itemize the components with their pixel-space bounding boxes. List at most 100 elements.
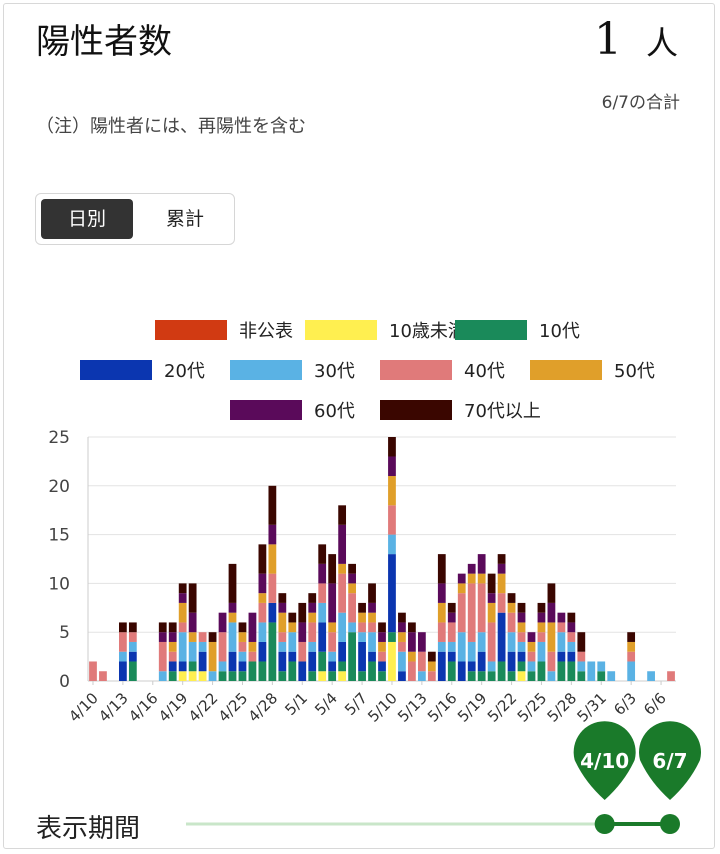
x-tick-label: 4/19 (155, 689, 192, 726)
bar-segment (268, 573, 277, 603)
bar-segment (477, 573, 486, 584)
bar-segment (647, 671, 655, 681)
bar-segment (338, 524, 347, 564)
bar-segment (328, 554, 337, 584)
bar-segment (527, 641, 536, 652)
bar-segment (517, 632, 526, 642)
bar-segment (447, 641, 456, 652)
bar-segment (258, 602, 267, 623)
x-tick-label: 4/10 (65, 689, 102, 726)
bar-segment (188, 632, 197, 642)
bar-segment (537, 632, 546, 642)
bar-segment (278, 612, 287, 633)
bar-segment (537, 661, 546, 681)
bar-segment (447, 602, 456, 613)
bar-segment (228, 602, 237, 613)
bar-segment (328, 671, 337, 681)
bar-segment (527, 661, 536, 672)
bar-segment (408, 622, 416, 633)
bar-segment (487, 593, 496, 603)
legend-label-4: 30代 (314, 361, 355, 382)
bar-segment (368, 661, 376, 681)
bar-segment (308, 622, 317, 642)
bar-segment (358, 671, 366, 681)
bar-segment (467, 671, 476, 681)
bar-segment (178, 632, 187, 662)
bar-segment (288, 612, 297, 623)
bar-segment (168, 671, 177, 681)
bar-segment (188, 583, 197, 613)
x-tick-label: 5/1 (281, 689, 311, 719)
bar-segment (487, 602, 496, 623)
bar-segment (268, 485, 277, 525)
bar-segment (457, 632, 466, 662)
bar-segment (99, 671, 107, 681)
bar-segment (447, 622, 456, 642)
bar-segment (238, 671, 247, 681)
bar-segment (467, 641, 476, 662)
bar-segment (427, 671, 436, 681)
bar-segment (537, 641, 546, 662)
bar-segment (308, 602, 317, 613)
bar-segment (278, 602, 287, 613)
bar-segment (318, 563, 327, 584)
x-tick-label: 5/31 (574, 689, 611, 726)
bar-segment (457, 661, 466, 681)
bar-segment (89, 661, 97, 681)
x-tick-label: 4/28 (245, 689, 282, 726)
bar-segment (338, 612, 347, 642)
bar-segment (567, 641, 576, 652)
bar-segment (417, 671, 426, 681)
bar-segment (158, 671, 167, 681)
bar-segment (398, 632, 406, 642)
bar-segment (388, 554, 396, 633)
bar-segment (388, 641, 396, 681)
bar-segment (178, 583, 187, 594)
bar-segment (368, 632, 376, 652)
bar-segment (417, 632, 426, 652)
legend-swatch-6 (530, 360, 602, 380)
bar-segment (437, 622, 446, 642)
legend-label-3: 20代 (164, 361, 205, 382)
cumulative-button[interactable]: 累計 (165, 208, 204, 230)
bar-segment (328, 583, 337, 623)
bar-segment (487, 671, 496, 681)
bar-segment (567, 622, 576, 633)
bar-segment (188, 671, 197, 681)
x-tick-label: 5/28 (544, 689, 581, 726)
bar-segment (228, 563, 237, 603)
period-end-handle[interactable] (660, 814, 680, 834)
bar-segment (118, 661, 127, 681)
bar-segment (477, 583, 486, 633)
bar-segment (268, 524, 277, 545)
bar-segment (517, 641, 526, 652)
bar-segment (308, 651, 317, 672)
bar-segment (248, 651, 257, 662)
bar-segment (368, 622, 376, 633)
bar-segment (557, 612, 566, 623)
bar-segment (178, 671, 187, 681)
bar-segment (218, 661, 227, 672)
bar-segment (338, 505, 347, 525)
bar-segment (497, 573, 506, 594)
view-toggle: 日別 累計 (35, 193, 235, 245)
period-start-handle[interactable] (594, 814, 615, 834)
y-tick-label: 15 (48, 526, 70, 546)
bar-segment (358, 612, 366, 623)
x-tick-label: 4/13 (95, 689, 132, 726)
daily-button[interactable]: 日別 (41, 199, 133, 239)
bar-segment (417, 651, 426, 672)
bar-segment (378, 671, 386, 681)
bar-segment (178, 593, 187, 603)
bar-segment (178, 622, 187, 633)
bar-segment (517, 612, 526, 623)
bar-segment (348, 563, 356, 574)
bar-segment (567, 661, 576, 681)
bar-segment (308, 641, 317, 652)
legend-swatch-0 (155, 320, 227, 340)
bar-segment (507, 593, 516, 603)
bar-segment (158, 622, 167, 633)
bar-segment (557, 632, 566, 652)
bar-segment (258, 593, 267, 603)
bar-segment (537, 612, 546, 623)
